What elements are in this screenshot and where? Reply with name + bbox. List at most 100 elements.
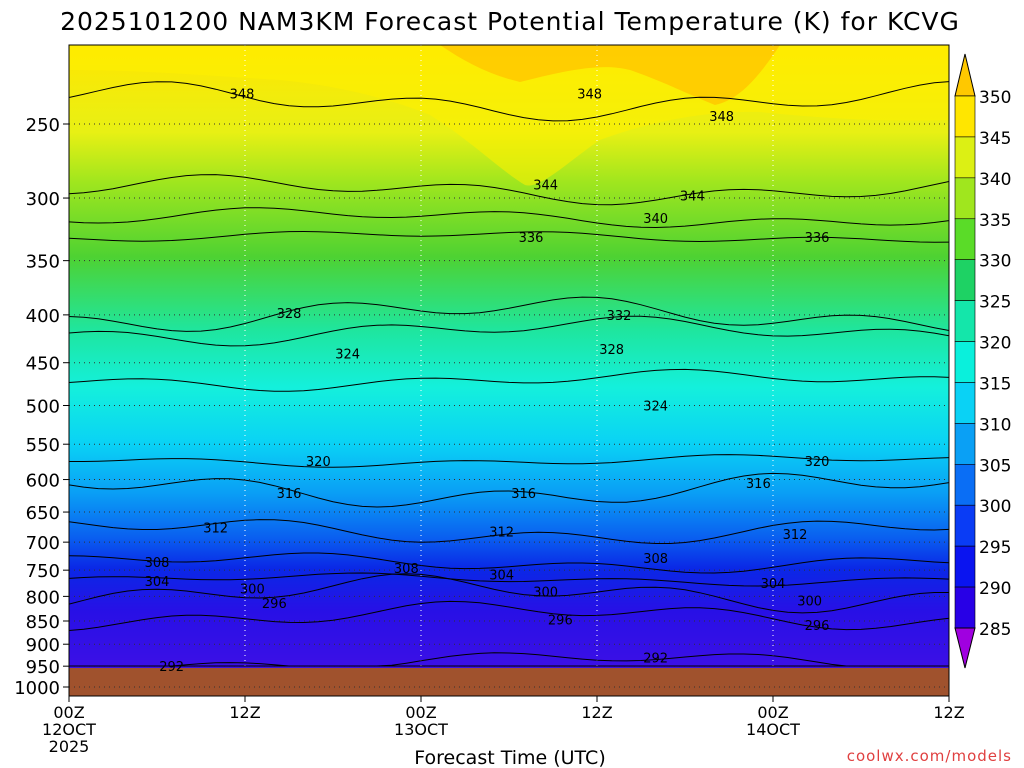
y-tick-label: 650 — [26, 503, 60, 524]
y-tick-label: 800 — [26, 587, 60, 608]
colorbar-label: 290 — [979, 579, 1011, 599]
contour-line — [68, 573, 949, 614]
contour-label: 316 — [277, 487, 302, 502]
x-tick-label: 12Z — [581, 703, 612, 722]
credit-link[interactable]: coolwx.com/models — [847, 747, 1012, 765]
y-tick-label: 950 — [26, 657, 60, 678]
x-tick-label: 00Z — [405, 703, 436, 722]
contour-labels: 348 348 348 344 344 340 336 336 332 328 328 324 324 3… — [145, 88, 830, 676]
colorbar-label: 320 — [979, 334, 1011, 354]
x-tick-label: 00Z — [757, 703, 788, 722]
contour-label: 300 — [533, 585, 558, 600]
contour-label: 296 — [548, 614, 573, 629]
contour-label: 304 — [489, 568, 514, 583]
contour-line — [68, 174, 950, 206]
contour-label: 320 — [805, 455, 830, 470]
x-tick-label: 2025 — [49, 737, 90, 756]
chart-title: 2025101200 NAM3KM Forecast Potential Tem… — [60, 7, 960, 36]
contour-label: 308 — [643, 552, 668, 567]
contour-label: 312 — [203, 521, 228, 536]
contour-label: 324 — [643, 400, 668, 415]
colorbar-label: 335 — [979, 211, 1011, 231]
y-axis: 2503003504004505005506006507007508008509… — [14, 115, 69, 699]
contour-label: 344 — [533, 178, 558, 193]
colorbar-bin — [954, 586, 976, 629]
x-tick-label: 12Z — [229, 703, 260, 722]
colorbar-label: 340 — [979, 170, 1011, 190]
colorbar-top-arrow — [954, 53, 976, 97]
colorbar-label: 310 — [979, 415, 1011, 435]
contour-line — [68, 600, 950, 631]
y-tick-label: 250 — [26, 115, 60, 136]
contour-label: 332 — [607, 309, 632, 324]
colorbar-bin — [954, 136, 976, 179]
colorbar-bin — [954, 95, 976, 138]
colorbar-bin — [954, 382, 976, 424]
contour-label: 320 — [306, 455, 331, 470]
colorbar: 285 290 295 300 305 310 315 320 325 330 335 340 345 3… — [954, 53, 1011, 669]
y-tick-label: 550 — [26, 435, 60, 456]
contour-label: 324 — [335, 348, 360, 363]
contour-label: 348 — [709, 110, 734, 125]
y-tick-label: 750 — [26, 561, 60, 582]
colorbar-bin — [954, 177, 976, 220]
contour-line — [69, 652, 949, 667]
contour-label: 300 — [797, 594, 822, 609]
contour-line — [68, 296, 950, 332]
contour-label: 292 — [643, 652, 668, 667]
contour-label: 296 — [262, 597, 287, 612]
colorbar-bin — [954, 423, 976, 465]
y-tick-label: 350 — [26, 252, 60, 273]
colorbar-bin — [954, 300, 976, 342]
colorbar-bin — [954, 259, 976, 301]
y-tick-label: 450 — [26, 354, 60, 375]
colorbar-label: 315 — [979, 374, 1011, 394]
contour-label: 336 — [519, 231, 544, 246]
contour-label: 316 — [511, 487, 536, 502]
y-tick-label: 300 — [26, 189, 60, 210]
contour-label: 292 — [159, 660, 184, 675]
heatmap-peak-region — [440, 45, 780, 105]
contour-label: 308 — [145, 556, 170, 571]
contour-line — [68, 472, 950, 508]
contour-line — [68, 368, 950, 392]
colorbar-label: 325 — [979, 293, 1011, 313]
ground-surface — [69, 668, 949, 696]
contour-label: 308 — [394, 562, 419, 577]
colorbar-label: 285 — [979, 620, 1011, 640]
x-tick-label: 00Z — [53, 703, 84, 722]
contour-line — [68, 207, 950, 229]
colorbar-label: 300 — [979, 497, 1011, 517]
contour-label: 304 — [145, 575, 170, 590]
colorbar-label: 350 — [979, 88, 1011, 108]
x-axis-label: Forecast Time (UTC) — [414, 747, 605, 768]
x-tick-label: 12OCT — [42, 720, 96, 739]
contour-label: 312 — [489, 526, 514, 541]
contour-line — [68, 552, 950, 574]
plot-area: 348 348 348 344 344 340 336 336 332 328 328 324 324 3… — [68, 44, 950, 697]
x-tick-label: 14OCT — [746, 720, 800, 739]
contour-label: 348 — [230, 88, 255, 103]
colorbar-bin — [954, 464, 976, 506]
contour-label: 304 — [761, 577, 786, 592]
contour-label: 336 — [805, 231, 830, 246]
contour-label: 328 — [277, 307, 302, 322]
y-tick-label: 900 — [26, 635, 60, 656]
x-tick-label: 13OCT — [394, 720, 448, 739]
contour-label: 344 — [680, 189, 705, 204]
contour-line — [68, 230, 950, 243]
x-tick-label: 12Z — [933, 703, 964, 722]
contour-line — [68, 315, 950, 347]
contour-line — [69, 454, 950, 468]
colorbar-label: 305 — [979, 456, 1011, 476]
contour-label: 340 — [643, 212, 668, 227]
y-tick-label: 500 — [26, 397, 60, 418]
contour-label: 348 — [577, 88, 602, 103]
plot-frame — [68, 44, 950, 697]
contour-line — [68, 81, 950, 122]
y-tick-label: 1000 — [14, 678, 60, 699]
y-tick-label: 400 — [26, 306, 60, 327]
colorbar-bin — [954, 218, 976, 260]
